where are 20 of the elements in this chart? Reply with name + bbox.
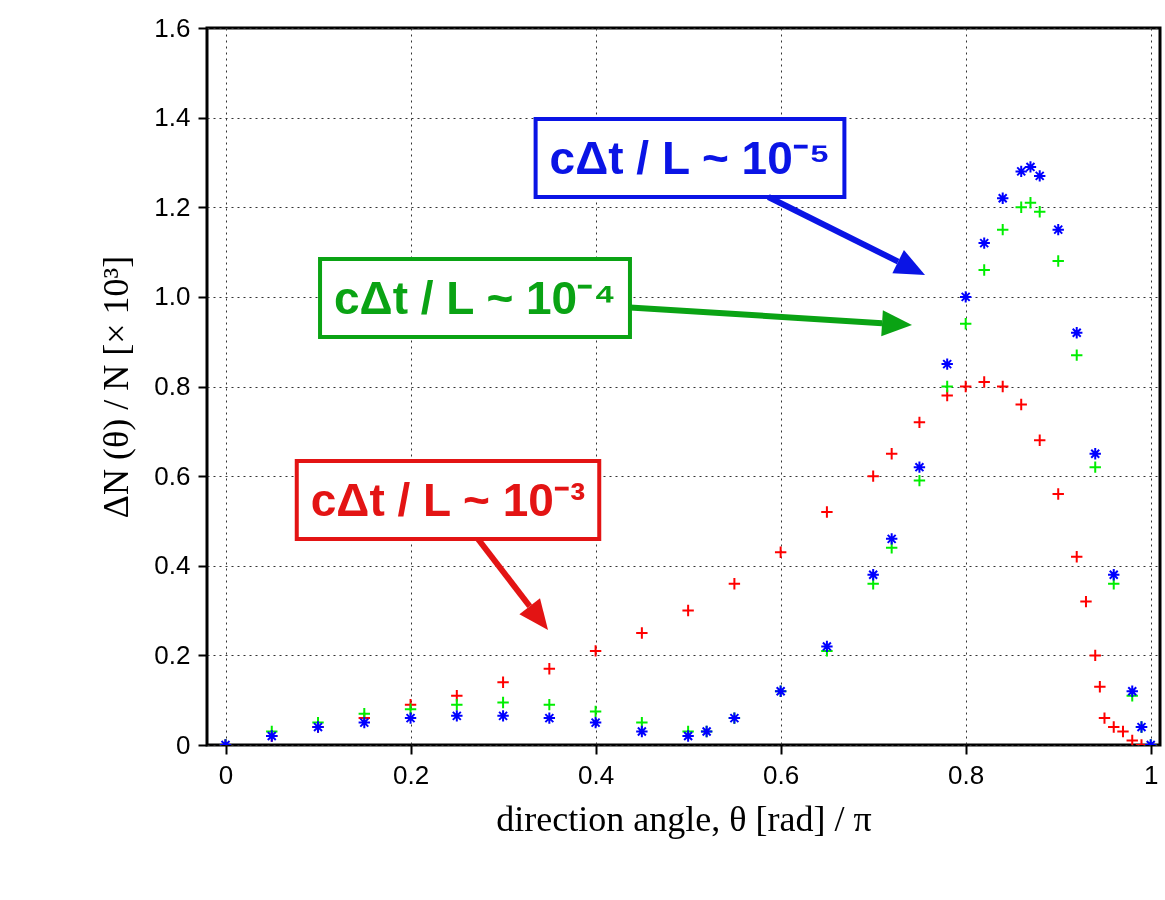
y-tick-label: 0.4 bbox=[154, 550, 191, 581]
y-tick-label: 0.2 bbox=[154, 639, 191, 670]
y-tick-label: 0 bbox=[176, 729, 191, 760]
x-tick-label: 0.8 bbox=[948, 759, 985, 790]
x-tick-label: 0.6 bbox=[763, 759, 800, 790]
y-tick-label: 0.6 bbox=[154, 460, 191, 491]
annotation: cΔt / L ~ 10⁻⁴ bbox=[334, 272, 616, 324]
annotation: cΔt / L ~ 10⁻³ bbox=[310, 474, 586, 526]
annotation: cΔt / L ~ 10⁻⁵ bbox=[549, 132, 831, 184]
x-tick-label: 1 bbox=[1144, 759, 1159, 790]
x-tick-label: 0.4 bbox=[578, 759, 615, 790]
y-axis-title: ΔN (θ) / N [× 10³] bbox=[96, 255, 137, 519]
y-tick-label: 1.6 bbox=[154, 12, 191, 43]
x-axis-title: direction angle, θ [rad] / π bbox=[496, 798, 872, 839]
x-tick-label: 0.2 bbox=[392, 759, 430, 790]
y-tick-label: 0.8 bbox=[154, 371, 191, 401]
y-tick-label: 1.4 bbox=[154, 102, 191, 133]
x-tick-label: 0 bbox=[218, 759, 234, 790]
y-tick-label: 1.0 bbox=[154, 281, 191, 312]
y-tick-label: 1.2 bbox=[154, 191, 191, 222]
